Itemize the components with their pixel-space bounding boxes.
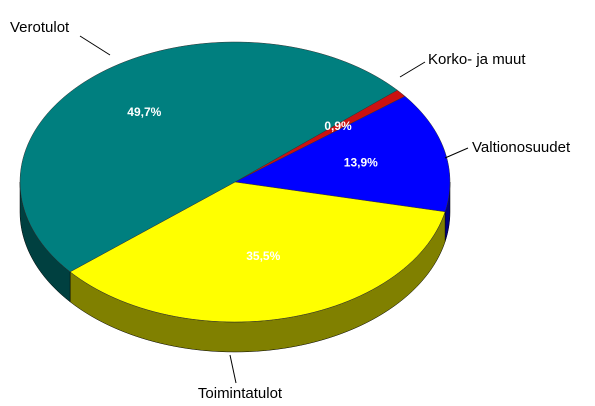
leader-line xyxy=(444,147,469,159)
leader-line xyxy=(79,35,111,56)
value-label: 13,9% xyxy=(344,156,378,170)
category-label: Valtionosuudet xyxy=(472,139,571,156)
category-label: Korko- ja muut xyxy=(428,51,526,68)
slice xyxy=(234,95,451,213)
leader-line xyxy=(229,354,237,384)
value-label: 35,5% xyxy=(246,249,280,263)
slice xyxy=(19,41,398,273)
slice xyxy=(69,181,446,323)
leader-line xyxy=(399,61,426,78)
category-label: Toimintatulot xyxy=(198,385,283,402)
value-label: 49,7% xyxy=(127,105,161,119)
category-label: Verotulot xyxy=(10,19,70,36)
value-label: 0,9% xyxy=(324,119,352,133)
